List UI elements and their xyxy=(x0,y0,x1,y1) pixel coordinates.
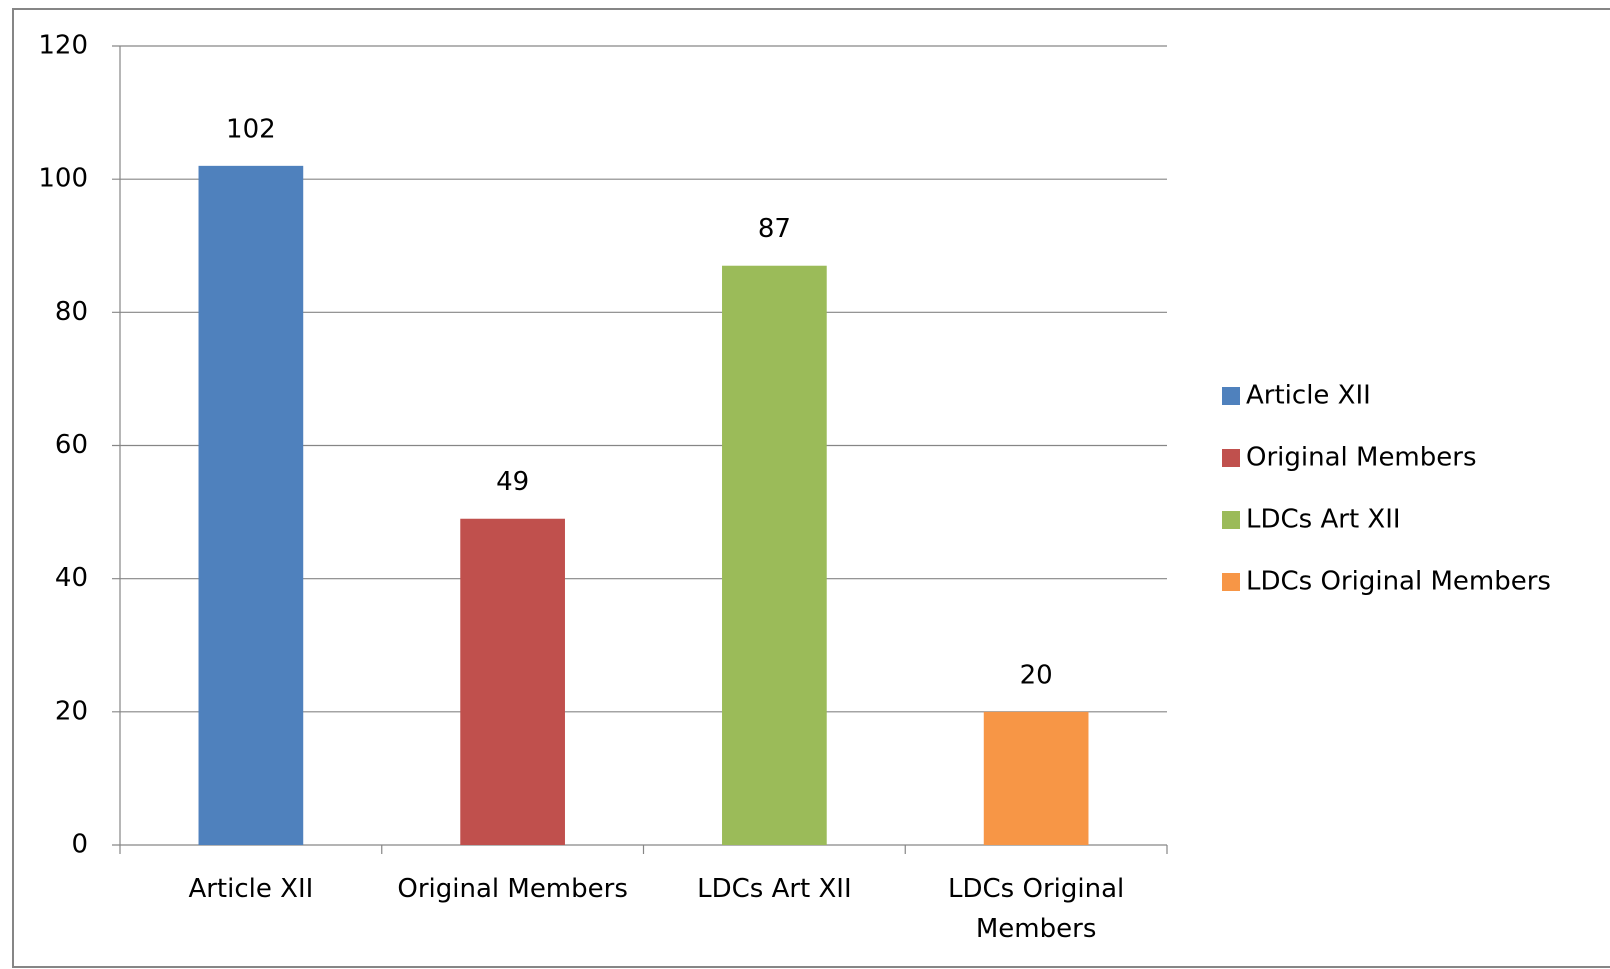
data-label: 20 xyxy=(1020,660,1053,690)
bar xyxy=(198,165,304,846)
legend-label: Original Members xyxy=(1246,443,1477,473)
legend-swatch xyxy=(1222,573,1240,591)
chart-frame xyxy=(12,8,1610,968)
y-tick-label: 120 xyxy=(38,31,88,61)
legend-label: LDCs Original Members xyxy=(1246,567,1551,597)
legend-swatch xyxy=(1222,387,1240,405)
x-tick-label: Original Members xyxy=(397,874,628,904)
legend-swatch xyxy=(1222,511,1240,529)
data-label: 49 xyxy=(496,467,529,497)
y-tick-label: 60 xyxy=(55,430,88,460)
bar xyxy=(722,265,827,846)
x-tick-label: Article XII xyxy=(188,874,314,904)
x-tick-label: LDCs Original Members xyxy=(948,874,1125,944)
data-label: 102 xyxy=(226,114,276,144)
y-tick-label: 100 xyxy=(38,164,88,194)
y-tick-label: 20 xyxy=(55,696,88,726)
y-tick-label: 80 xyxy=(55,297,88,327)
data-label: 87 xyxy=(758,214,791,244)
bar xyxy=(460,518,565,845)
bar xyxy=(983,711,1089,845)
y-tick-label: 0 xyxy=(71,830,88,860)
y-tick-label: 40 xyxy=(55,563,88,593)
legend-swatch xyxy=(1222,449,1240,467)
legend-label: LDCs Art XII xyxy=(1246,505,1401,535)
legend-label: Article XII xyxy=(1246,381,1371,411)
x-tick-label: LDCs Art XII xyxy=(697,874,852,904)
